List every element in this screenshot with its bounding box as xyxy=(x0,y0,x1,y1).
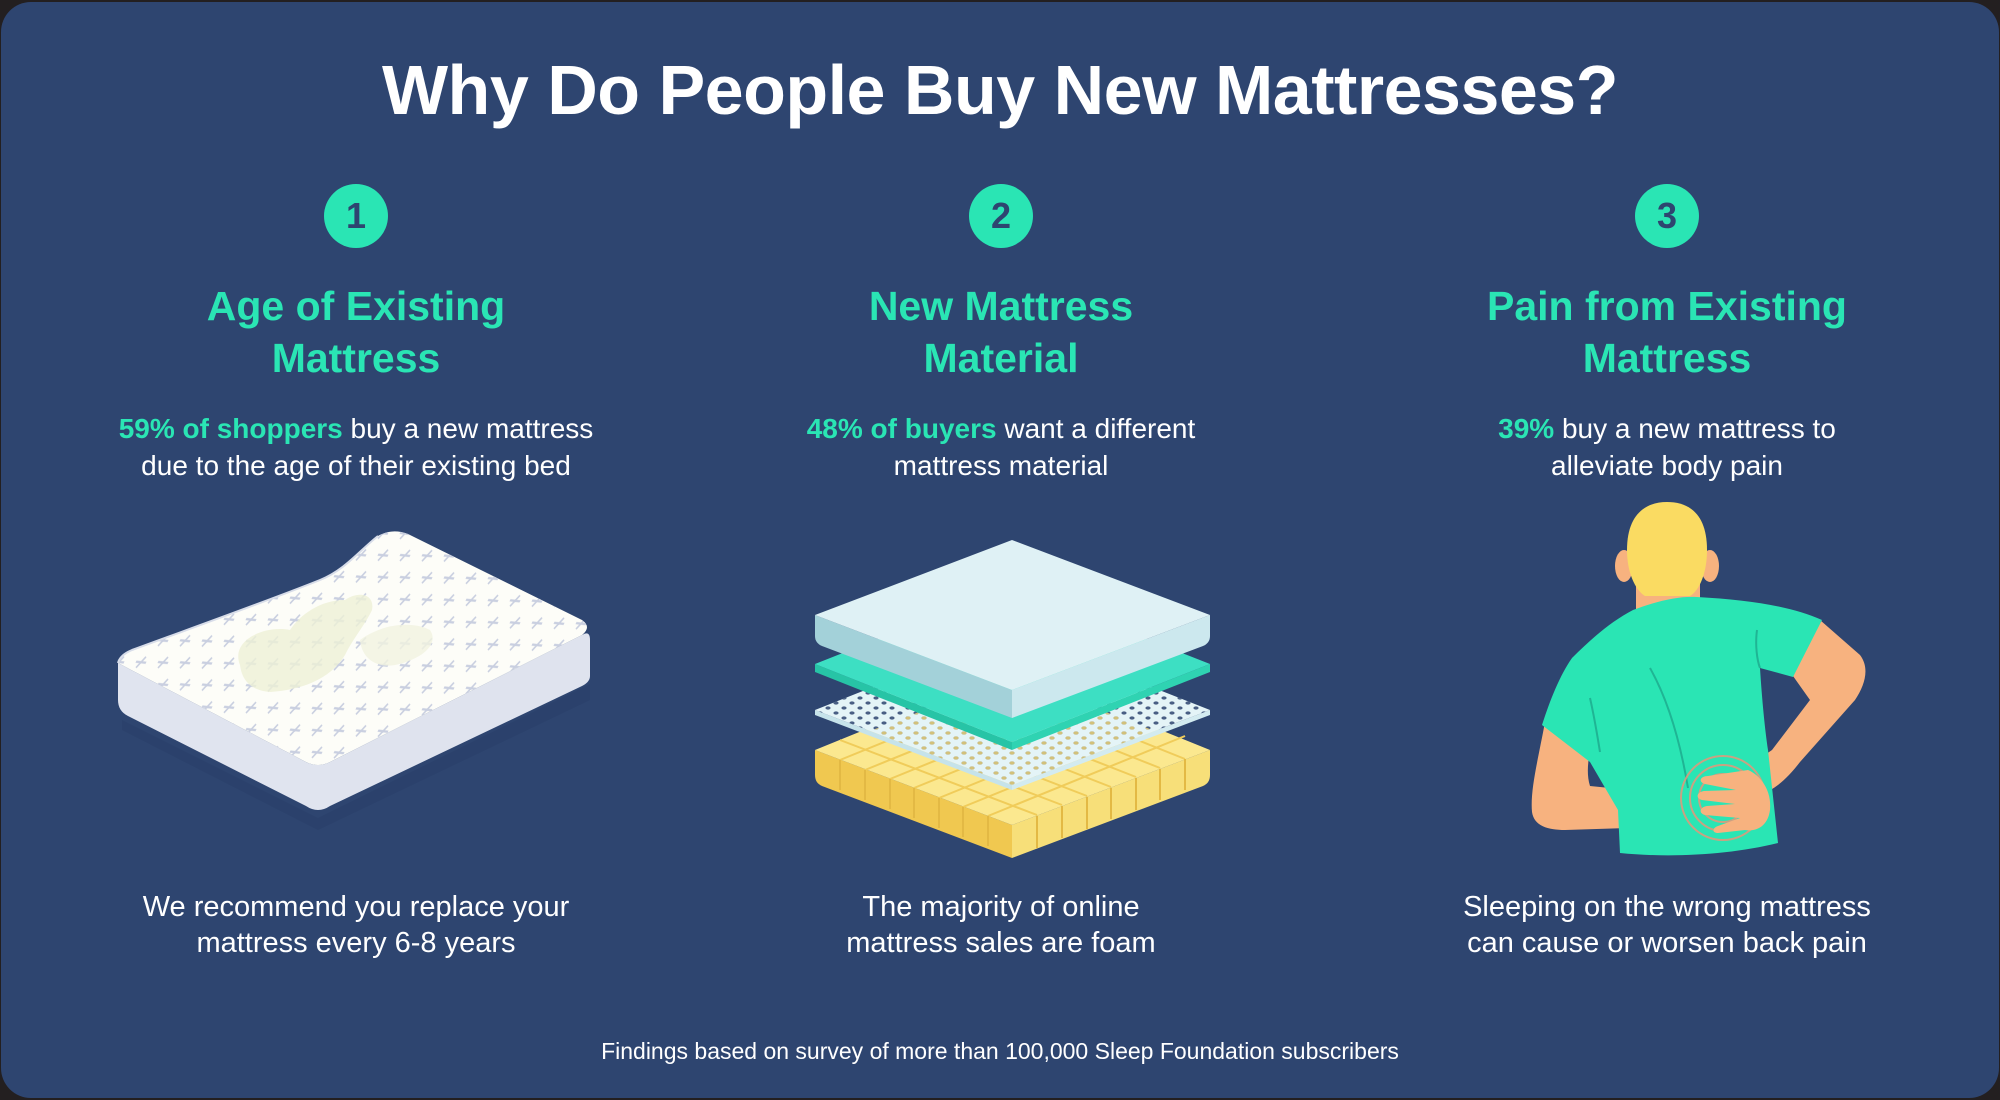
foam-base-layer xyxy=(815,670,1210,858)
note-line2: mattress every 6-8 years xyxy=(196,927,516,959)
note-line2: mattress sales are foam xyxy=(846,927,1156,959)
reason-heading-line1: New Mattress xyxy=(868,283,1134,329)
page-title: Why Do People Buy New Mattresses? xyxy=(381,51,1619,129)
reason-heading: Age of Existing Mattress xyxy=(36,280,676,384)
reason-heading: New Mattress Material xyxy=(681,280,1321,384)
reason-note: We recommend you replace your mattress e… xyxy=(36,889,676,961)
stat-highlight: 59% of shoppers xyxy=(118,413,343,444)
perforated-layer xyxy=(815,632,1210,790)
reason-heading: Pain from Existing Mattress xyxy=(1347,280,1987,384)
stat-text: want a different xyxy=(996,413,1196,444)
number-badge: 3 xyxy=(1635,184,1699,248)
note-line1: The majority of online xyxy=(862,891,1140,923)
number-badge: 1 xyxy=(324,184,388,248)
stat-highlight: 48% of buyers xyxy=(806,413,997,444)
reason-heading-line1: Pain from Existing xyxy=(1487,283,1847,329)
teal-foam-layer xyxy=(815,586,1210,750)
reason-note: Sleeping on the wrong mattress can cause… xyxy=(1347,889,1987,961)
stat-highlight: 39% xyxy=(1498,413,1555,444)
reason-stat: 39% buy a new mattress to alleviate body… xyxy=(1347,410,1987,484)
back-pain-person-icon xyxy=(1531,502,1866,856)
reason-heading-line2: Mattress xyxy=(271,335,441,381)
number-badge: 2 xyxy=(969,184,1033,248)
stat-text-line2: mattress material xyxy=(893,450,1109,481)
reason-note: The majority of online mattress sales ar… xyxy=(681,889,1321,961)
stat-text-line2: due to the age of their existing bed xyxy=(141,450,571,481)
mattress-layers-icon xyxy=(815,540,1210,858)
reason-stat: 59% of shoppers buy a new mattress due t… xyxy=(36,410,676,484)
reason-heading-line2: Mattress xyxy=(1582,335,1752,381)
note-line1: Sleeping on the wrong mattress xyxy=(1463,891,1871,923)
stat-text-line2: alleviate body pain xyxy=(1551,450,1783,481)
stat-text: buy a new mattress xyxy=(342,413,594,444)
comfort-top-layer xyxy=(815,540,1210,718)
stat-text: buy a new mattress to xyxy=(1554,413,1836,444)
reason-stat: 48% of buyers want a different mattress … xyxy=(681,410,1321,484)
note-line2: can cause or worsen back pain xyxy=(1467,927,1867,959)
survey-footnote: Findings based on survey of more than 10… xyxy=(601,1038,1399,1064)
reason-heading-line1: Age of Existing xyxy=(206,283,506,329)
reason-heading-line2: Material xyxy=(923,335,1079,381)
note-line1: We recommend you replace your xyxy=(142,891,570,923)
